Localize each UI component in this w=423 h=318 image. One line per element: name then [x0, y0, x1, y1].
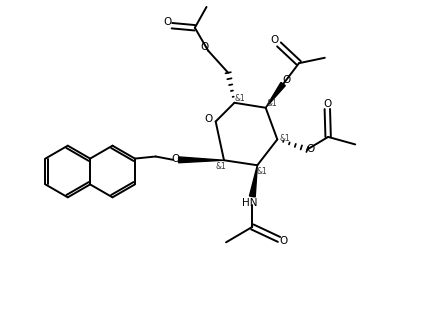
- Text: HN: HN: [242, 198, 258, 208]
- Text: O: O: [204, 114, 213, 124]
- Text: &1: &1: [280, 134, 290, 143]
- Text: O: O: [271, 35, 279, 45]
- Text: O: O: [171, 154, 179, 164]
- Text: O: O: [201, 42, 209, 52]
- Text: &1: &1: [266, 99, 277, 108]
- Polygon shape: [250, 165, 257, 197]
- Polygon shape: [266, 82, 286, 108]
- Text: O: O: [280, 237, 288, 246]
- Text: O: O: [283, 75, 291, 85]
- Text: &1: &1: [215, 162, 226, 171]
- Text: &1: &1: [256, 167, 267, 176]
- Text: O: O: [323, 99, 332, 108]
- Text: O: O: [164, 17, 172, 26]
- Text: O: O: [307, 144, 315, 154]
- Polygon shape: [179, 157, 224, 163]
- Text: &1: &1: [234, 94, 245, 103]
